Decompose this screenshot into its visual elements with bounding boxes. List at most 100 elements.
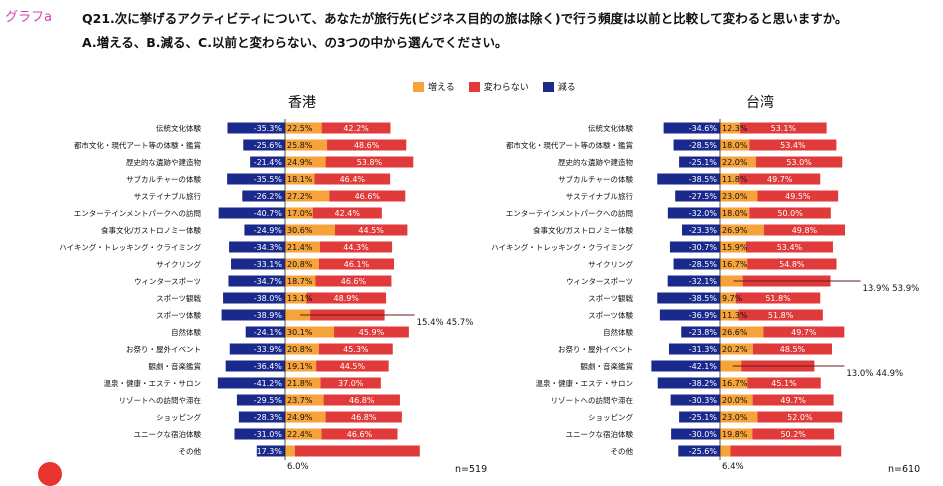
bar-same (312, 207, 382, 219)
bar-same (752, 428, 835, 440)
data-label-same: 51.8% (768, 311, 794, 320)
data-label-increase: 19.1% (287, 362, 313, 371)
data-label-decrease: -31.0% (254, 430, 283, 439)
bar-increase (285, 394, 324, 406)
category-label: 温泉・健康・エステ・サロン (536, 378, 634, 388)
data-label-same: 44.5% (358, 226, 384, 235)
data-label-decrease: -34.6% (689, 124, 718, 133)
bar-decrease (245, 326, 285, 338)
bar-increase (285, 139, 328, 151)
category-label: 歴史的な遺跡や建造物 (558, 157, 633, 167)
bar-same (329, 190, 406, 202)
logo-mark (38, 462, 62, 486)
bar-increase (285, 428, 322, 440)
data-label-same: 42.2% (343, 124, 369, 133)
bar-same (730, 445, 842, 457)
data-label-same: 50.2% (780, 430, 806, 439)
data-label-decrease: -25.6% (689, 447, 718, 456)
bar-same (740, 122, 827, 134)
data-label-increase: 23.0% (722, 192, 748, 201)
bar-same (294, 445, 420, 457)
data-label-increase: 16.7% (722, 379, 748, 388)
data-label-increase: 21.8% (287, 379, 313, 388)
legend-label-decrease: 減る (557, 83, 576, 93)
data-label-increase: 22.5% (287, 124, 313, 133)
legend-item-increase: 増える (413, 80, 455, 93)
bar-decrease (667, 275, 720, 287)
data-label-same: 44.3% (343, 243, 369, 252)
bar-increase (720, 122, 741, 134)
data-label-same: 46.8% (349, 396, 375, 405)
data-label-decrease: -33.1% (254, 260, 283, 269)
data-label-same: 53.1% (771, 124, 797, 133)
data-label-increase: 20.0% (722, 396, 748, 405)
legend-label-increase: 増える (428, 83, 455, 93)
bar-decrease (682, 224, 720, 236)
bar-increase (285, 156, 326, 168)
bar-increase (720, 258, 748, 270)
bar-increase (720, 190, 758, 202)
category-label: 食事文化/ガストロノミー体験 (101, 225, 202, 235)
data-label-same: 37.0% (338, 379, 364, 388)
bar-decrease (256, 445, 285, 457)
data-label-same: 52.0% (787, 413, 813, 422)
data-label-decrease: -41.2% (254, 379, 283, 388)
bar-increase (720, 377, 748, 389)
data-label-same: 53.0% (786, 158, 812, 167)
bar-same (738, 309, 823, 321)
data-label-increase: 22.0% (722, 158, 748, 167)
bar-same (735, 292, 821, 304)
bar-increase (720, 139, 750, 151)
bar-increase (720, 326, 764, 338)
category-label: 都市文化・現代アート等の体験・鑑賞 (506, 140, 634, 150)
bar-same (334, 326, 409, 338)
bar-increase (285, 224, 335, 236)
data-label-decrease: -31.3% (689, 345, 718, 354)
bar-same (327, 139, 407, 151)
category-label: その他 (611, 446, 634, 456)
data-label-decrease: -30.3% (689, 396, 718, 405)
bar-decrease (679, 156, 720, 168)
bar-decrease (227, 122, 285, 134)
question-line-2: A.増える、B.減る、C.以前と変わらない、の3つの中から選んでください。 (82, 35, 508, 50)
category-label: 歴史的な遺跡や建造物 (126, 157, 201, 167)
legend-swatch-decrease (542, 81, 554, 92)
bar-decrease (657, 292, 720, 304)
data-label-same: 49.7% (791, 328, 817, 337)
bar-same (323, 394, 400, 406)
bar-decrease (668, 343, 720, 355)
bar-decrease (657, 173, 720, 185)
bar-decrease (678, 445, 720, 457)
data-label-increase: 18.1% (287, 175, 313, 184)
data-label-increase: 13.1% (287, 294, 313, 303)
bar-same (306, 292, 387, 304)
bar-increase (720, 207, 750, 219)
question-line-1: Q21.次に挙げるアクティビティについて、あなたが旅行先(ビジネス目的の旅は除く… (82, 11, 848, 26)
bar-same (325, 156, 414, 168)
bar-increase (720, 360, 742, 372)
data-label-decrease: -42.1% (689, 362, 718, 371)
bar-same (763, 224, 846, 236)
category-label: お祭り・屋外イベント (126, 344, 201, 354)
data-label-decrease: -38.9% (254, 311, 283, 320)
bar-same (321, 428, 398, 440)
legend-item-same: 変わらない (468, 80, 529, 93)
bar-same (321, 122, 391, 134)
category-label: サブカルチャーの体験 (126, 174, 201, 184)
data-label-decrease: -27.5% (689, 192, 718, 201)
category-label: 伝統文化体験 (156, 123, 201, 133)
category-label: ウィンタースポーツ (566, 277, 633, 286)
bar-same (752, 343, 832, 355)
bar-decrease (217, 377, 285, 389)
category-label: ハイキング・トレッキング・クライミング (59, 242, 201, 252)
category-label: お祭り・屋外イベント (558, 344, 633, 354)
data-label-same: 48.6% (354, 141, 380, 150)
data-label-decrease: -38.5% (689, 175, 718, 184)
bar-increase (720, 275, 743, 287)
legend: 増える 変わらない 減る (413, 80, 590, 93)
callout-label: 15.4% 45.7% (417, 318, 474, 328)
bar-same (747, 258, 837, 270)
bar-decrease (681, 326, 720, 338)
bar-increase (285, 326, 335, 338)
data-label-decrease: -38.0% (254, 294, 283, 303)
